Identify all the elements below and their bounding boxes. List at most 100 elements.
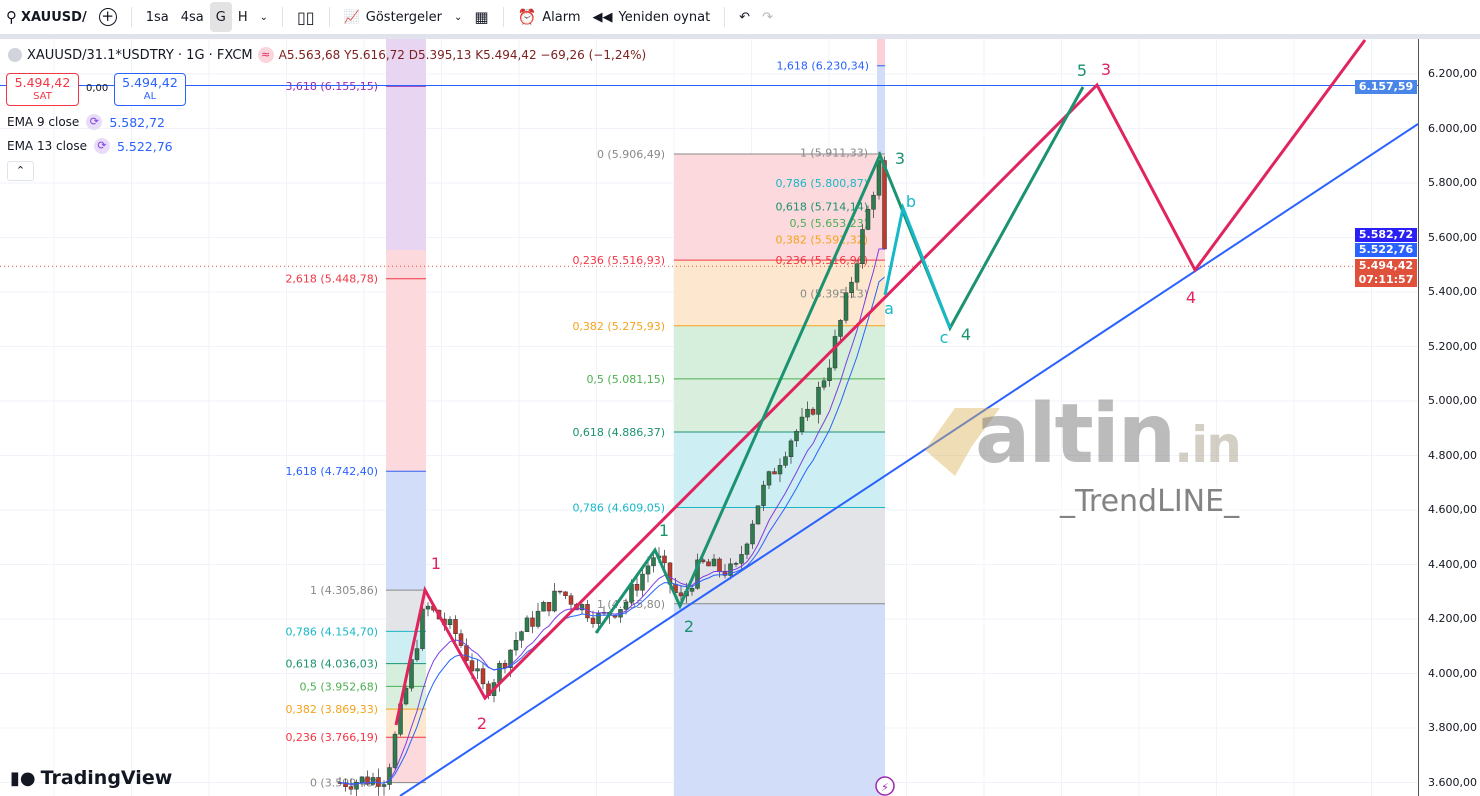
plus-circle-icon: + [98,8,117,26]
candle-body [854,263,860,283]
sell-button[interactable]: 5.494,42 SAT [6,73,79,106]
redo-button[interactable]: ↷ [756,2,779,32]
symbol-label: XAUUSD/ [21,9,87,25]
wave-label: 2 [684,617,694,636]
price-tick: 5.800,00 [1428,176,1477,189]
candle-body [502,662,508,668]
fib-level-label: 0,5 (3.952,68) [299,680,378,693]
candle-body [766,471,772,486]
candle-body [772,471,777,475]
indicators-button[interactable]: 📈 Göstergeler [338,2,448,32]
toolbar-divider [0,34,1480,39]
candle-body [821,380,827,388]
alarm-button[interactable]: ⏰ Alarm [512,2,587,32]
ema-label: EMA 9 close [7,115,80,129]
spread-value: 0,00 [86,83,109,94]
refresh-icon: ⟳ [93,138,110,154]
candle-body [348,786,354,790]
indicators-dropdown[interactable]: ⌄ [448,2,468,32]
candle-body [662,555,667,564]
price-badge: 5.494,42 [1355,259,1417,273]
replay-label: Yeniden oynat [618,9,711,25]
price-tick: 4.800,00 [1428,448,1477,462]
extension-band [877,39,885,66]
candle-body [722,570,728,576]
price-tick: 5.400,00 [1428,285,1477,298]
fib-small-label: 0,786 (5.800,87) [775,177,868,190]
chevron-down-icon: ⌄ [454,11,463,23]
buy-button[interactable]: 5.494,42 AL [114,73,186,106]
candle-body [717,558,722,572]
indicators-icon: 📈 [343,9,360,25]
tradingview-logo[interactable]: ▮● TradingView [10,767,172,789]
candle-body [508,649,513,668]
compare-button[interactable]: + [93,2,123,32]
layouts-button[interactable]: ▦ [468,2,494,32]
ema-9-line [339,248,885,786]
fib-level-label: 0,236 (3.766,19) [285,731,378,744]
price-badge: 6.157,59 [1355,80,1417,94]
elliott-wave-green [594,86,1085,634]
candle-body [475,668,480,672]
corrective-wave-cyan [883,202,952,329]
interval-H[interactable]: H [237,9,248,25]
extension-band [386,250,426,472]
candle-body [739,554,744,564]
legend-title[interactable]: XAUUSD/31.1*USDTRY · 1G · FXCM [27,47,253,63]
candle-body [365,776,370,785]
ema-9-legend[interactable]: EMA 9 close ⟳ 5.582,72 [7,114,165,130]
candle-body [871,194,876,210]
ema-value: 5.522,76 [116,138,173,154]
symbol-search[interactable]: ⚲ XAUUSD/ [0,2,93,32]
wave-label: a [884,299,894,318]
price-chart[interactable]: 0 (5.906,49) 0,236 (5.516,93) 0,382 (5.275… [0,39,1480,796]
candle-body [590,617,596,624]
candle-body [799,416,805,432]
fib-level-label: 0,618 (4.886,37) [572,426,665,439]
price-tick: 4.600,00 [1428,503,1477,516]
price-badge: 5.522,76 [1355,243,1417,257]
wave-label: 4 [1186,288,1196,307]
watermark-brand: altin [975,387,1176,482]
candle-body [849,281,854,293]
fib-zone [674,378,885,432]
fib-extension-label: 3,618 (6.155,15) [285,80,378,93]
watermark: altin.in [975,394,1242,485]
candle-body [711,558,717,567]
fib-small-label: 0,382 (5.592,32) [775,234,868,247]
candle-body [425,605,431,610]
change-value: −69,26 (−1,24%) [540,48,647,62]
watermark-logo-icon [925,408,1000,476]
ema-13-legend[interactable]: EMA 13 close ⟳ 5.522,76 [7,138,173,154]
fib-small-label: 0,618 (5.714,14) [775,200,868,213]
logo-text: TradingView [40,767,173,789]
candle-body [524,617,530,632]
interval-4sa[interactable]: 4sa [180,9,204,25]
interval-1sa[interactable]: 1sa [145,9,169,25]
redo-icon: ↷ [762,9,773,25]
fib-small-label: 1 (5.911,33) [800,147,868,160]
candle-body [579,604,585,611]
chart-type-button[interactable]: ▯▯ [291,2,321,32]
collapse-legend-button[interactable]: ⌃ [7,161,34,181]
price-tick: 5.600,00 [1428,230,1477,244]
lightning-icon [875,776,895,796]
price-badge: 5.582,72 [1355,228,1417,242]
candle-body [816,386,821,415]
candle-body [354,781,359,790]
candle-body [392,733,398,768]
interval-G[interactable]: G [209,2,232,32]
candle-body [843,292,849,321]
wave-label: c [940,328,949,347]
fib-level-label: 0,618 (4.036,03) [285,658,378,671]
price-tick: 5.200,00 [1428,339,1477,353]
candle-body [458,633,464,646]
candle-body [634,584,640,591]
high-value: Y5.616,72 [344,48,405,62]
price-tick: 4.200,00 [1428,612,1477,625]
market-status-icon: ≈ [257,47,274,63]
candle-body [370,777,376,785]
interval-dropdown[interactable]: ⌄ [254,2,274,32]
undo-button[interactable]: ↶ [733,2,756,32]
replay-button[interactable]: ◀◀ Yeniden oynat [587,2,717,32]
